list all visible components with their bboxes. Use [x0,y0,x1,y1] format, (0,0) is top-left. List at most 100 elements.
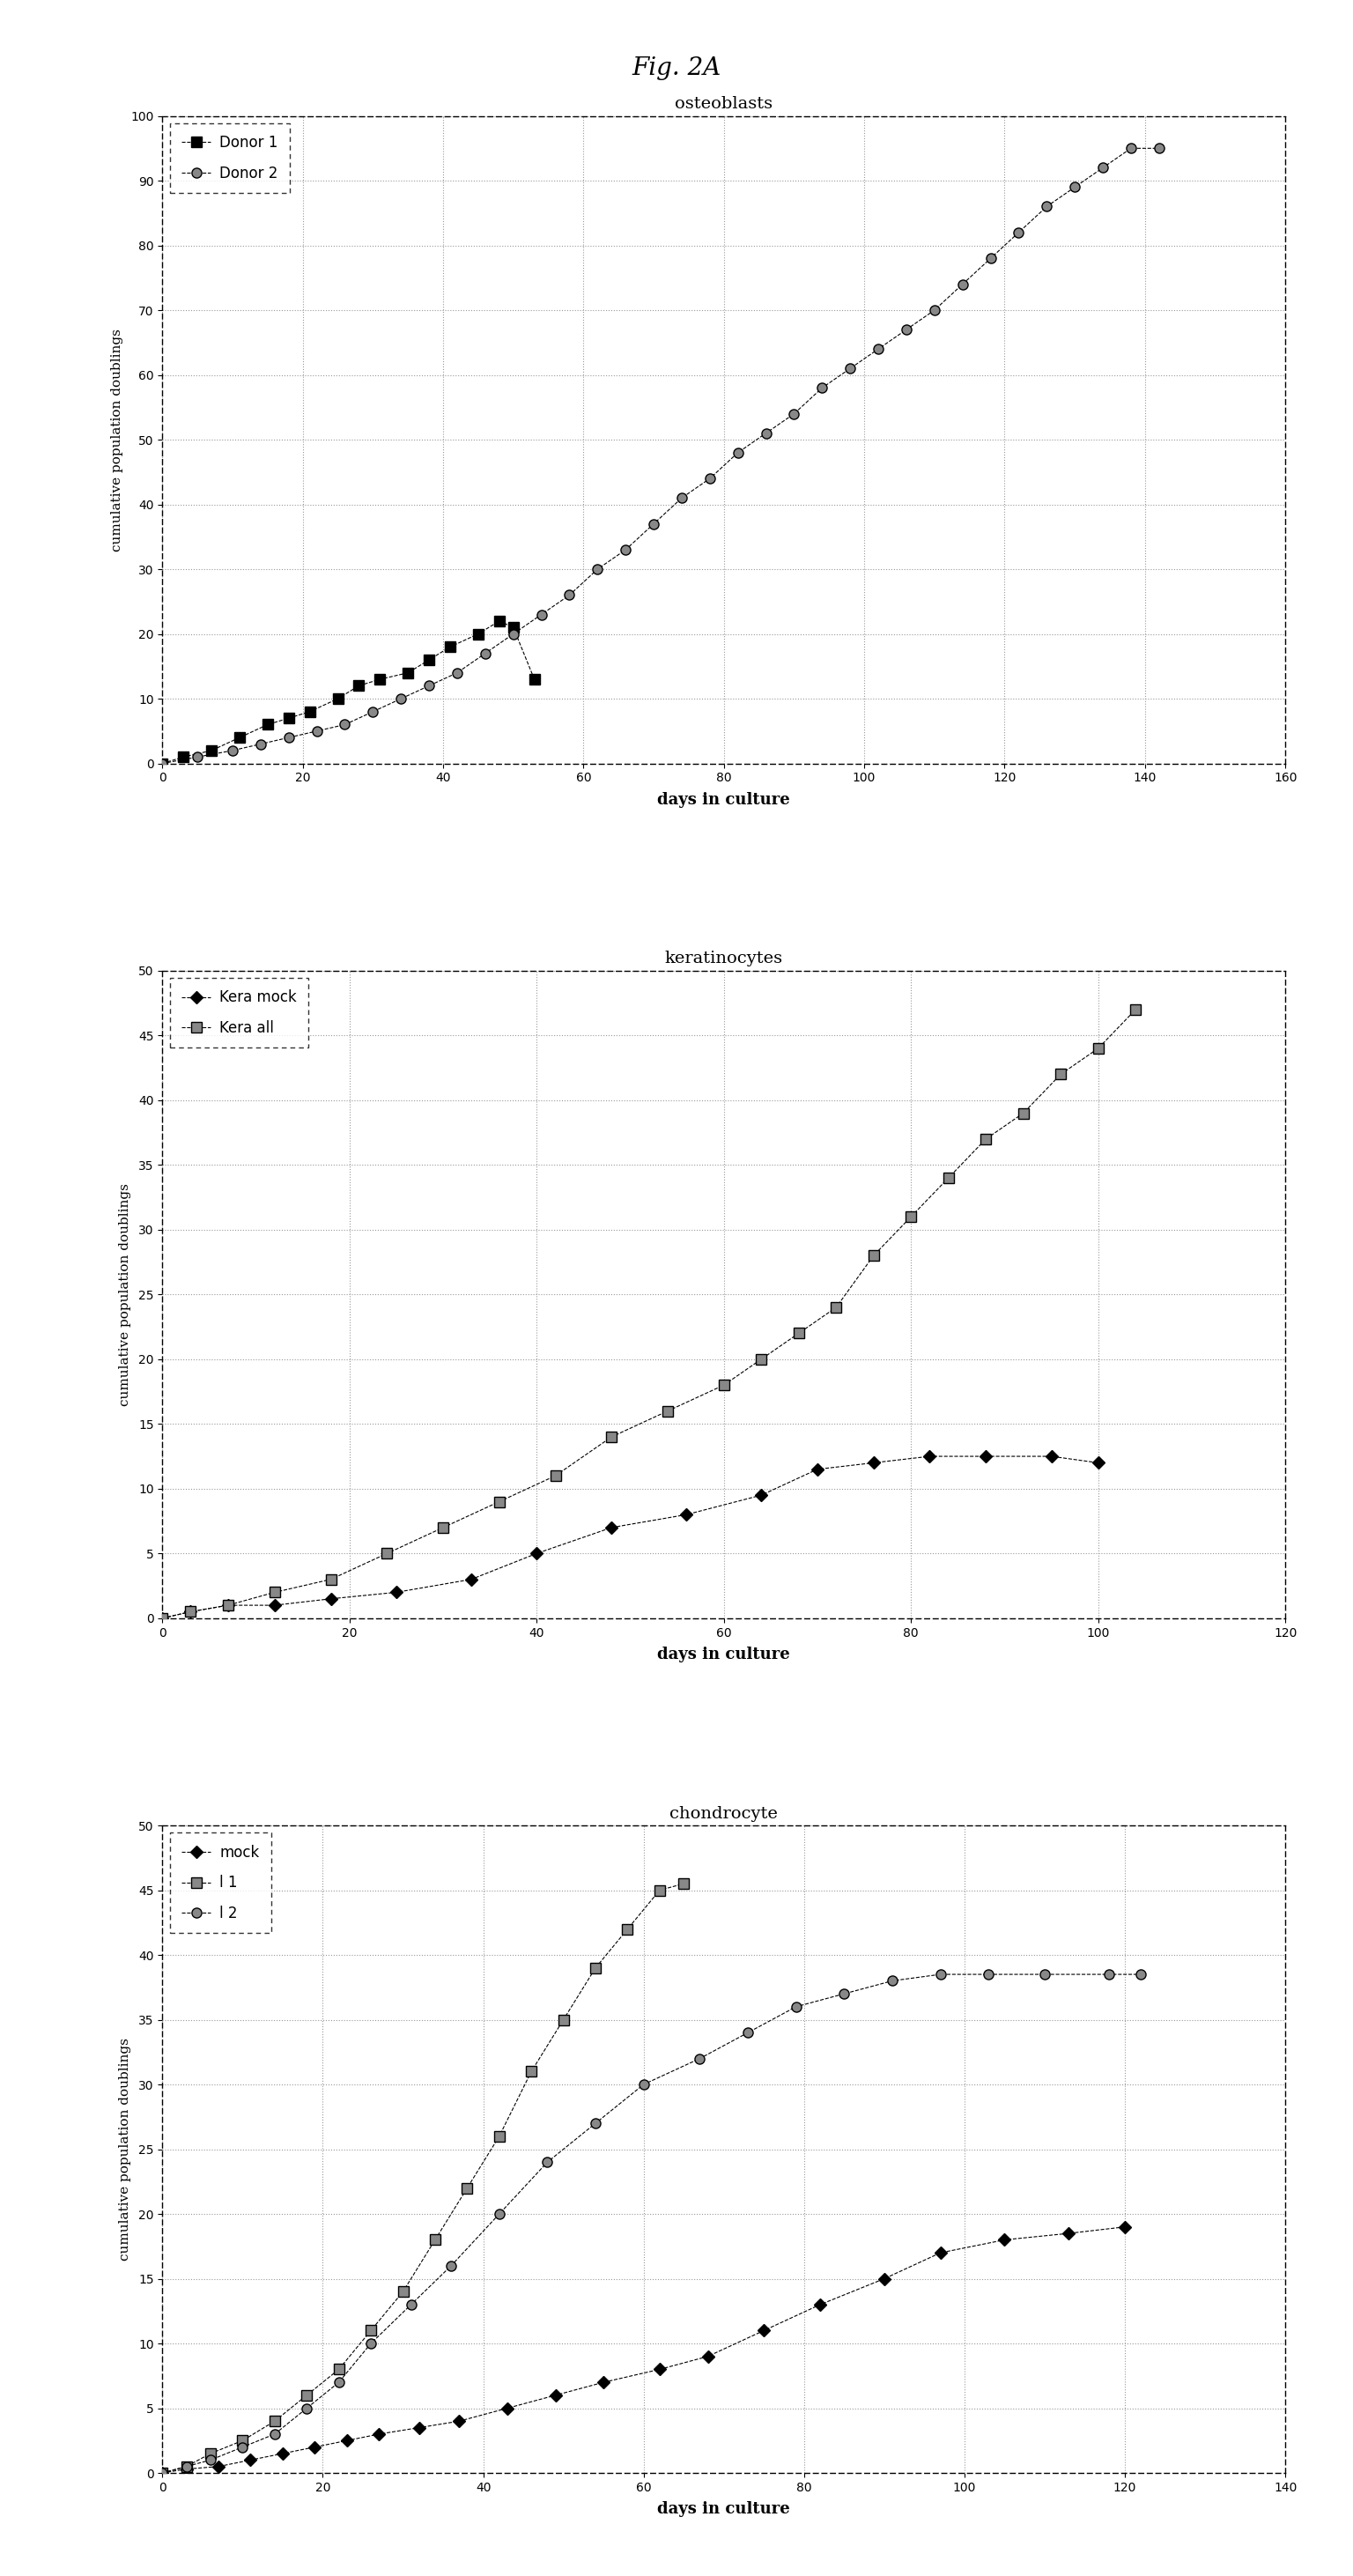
l 1 [299,2380,315,2411]
Y-axis label: cumulative population doublings: cumulative population doublings [111,327,123,551]
Donor 2 [189,742,206,773]
l 1 [524,2056,540,2087]
Donor 2 [392,683,409,714]
l 2 [299,2393,315,2424]
Kera all [978,1123,994,1154]
Donor 1 [372,665,388,696]
Donor 1 [231,721,248,752]
Text: Fig. 2A: Fig. 2A [632,57,721,80]
Legend: Kera mock, Kera all: Kera mock, Kera all [169,979,308,1048]
Donor 2 [1011,216,1027,247]
Kera all [154,1602,170,1633]
Kera mock [866,1448,882,1479]
l 2 [363,2329,379,2360]
Kera mock [322,1584,338,1615]
mock [877,2264,893,2295]
Donor 2 [1039,191,1055,222]
Line: Donor 1: Donor 1 [157,616,540,768]
Donor 2 [898,314,915,345]
mock [371,2419,387,2450]
l 1 [555,2004,571,2035]
mock [499,2393,515,2424]
l 2 [885,1965,901,1996]
Donor 2 [702,464,718,495]
Donor 1 [469,618,486,649]
l 2 [154,2458,170,2488]
Donor 2 [561,580,578,611]
Donor 2 [842,353,858,384]
Donor 2 [308,716,325,747]
Line: l 2: l 2 [157,1971,1146,2478]
l 1 [179,2450,195,2481]
Title: chondrocyte: chondrocyte [670,1806,778,1821]
Donor 1 [260,708,276,739]
Donor 2 [645,507,662,538]
Donor 1 [442,631,459,662]
Kera all [1127,994,1143,1025]
mock [547,2380,563,2411]
Donor 2 [815,374,831,404]
mock [242,2445,258,2476]
Donor 1 [505,613,521,644]
mock [756,2316,773,2347]
Kera mock [809,1453,825,1484]
l 2 [179,2450,195,2481]
l 2 [330,2367,346,2398]
Donor 2 [927,294,943,325]
Donor 1 [350,670,367,701]
l 2 [267,2419,283,2450]
Donor 2 [954,268,970,299]
Kera all [940,1162,957,1193]
l 2 [587,2107,603,2138]
Donor 2 [870,332,886,363]
l 1 [587,1953,603,1984]
Kera mock [219,1589,235,1620]
l 2 [442,2251,459,2282]
Kera all [322,1564,338,1595]
l 1 [459,2172,475,2202]
Donor 2 [225,734,241,765]
Kera mock [678,1499,694,1530]
l 2 [981,1958,997,1989]
Donor 2 [786,399,802,430]
Kera mock [978,1440,994,1471]
Donor 1 [491,605,507,636]
mock [179,2452,195,2483]
mock [812,2290,828,2321]
l 1 [154,2458,170,2488]
l 2 [234,2432,250,2463]
Kera all [547,1461,563,1492]
Line: Donor 2: Donor 2 [157,144,1164,768]
Kera all [866,1239,882,1270]
Donor 1 [154,747,170,778]
l 2 [1132,1958,1149,1989]
Kera all [1091,1033,1107,1064]
mock [996,2226,1012,2257]
Kera mock [1091,1448,1107,1479]
Donor 2 [758,417,774,448]
Kera all [491,1486,507,1517]
l 1 [363,2316,379,2347]
Donor 1 [280,703,296,734]
Kera all [716,1370,732,1401]
l 1 [203,2437,219,2468]
mock [451,2406,467,2437]
Line: mock: mock [158,2223,1130,2478]
Line: l 1: l 1 [157,1878,689,2478]
Donor 1 [421,644,437,675]
l 2 [540,2146,556,2177]
X-axis label: days in culture: days in culture [658,2501,790,2517]
l 1 [675,1868,691,1899]
Donor 2 [449,657,465,688]
Title: osteoblasts: osteoblasts [675,95,773,113]
Title: keratinocytes: keratinocytes [664,951,783,966]
Y-axis label: cumulative population doublings: cumulative population doublings [119,1182,131,1406]
Donor 2 [1095,152,1111,183]
l 2 [691,2043,708,2074]
Kera mock [1043,1440,1059,1471]
Donor 2 [617,533,633,564]
Donor 1 [330,683,346,714]
l 2 [740,2017,756,2048]
Line: Kera mock: Kera mock [158,1453,1103,1623]
Kera mock [754,1479,770,1510]
